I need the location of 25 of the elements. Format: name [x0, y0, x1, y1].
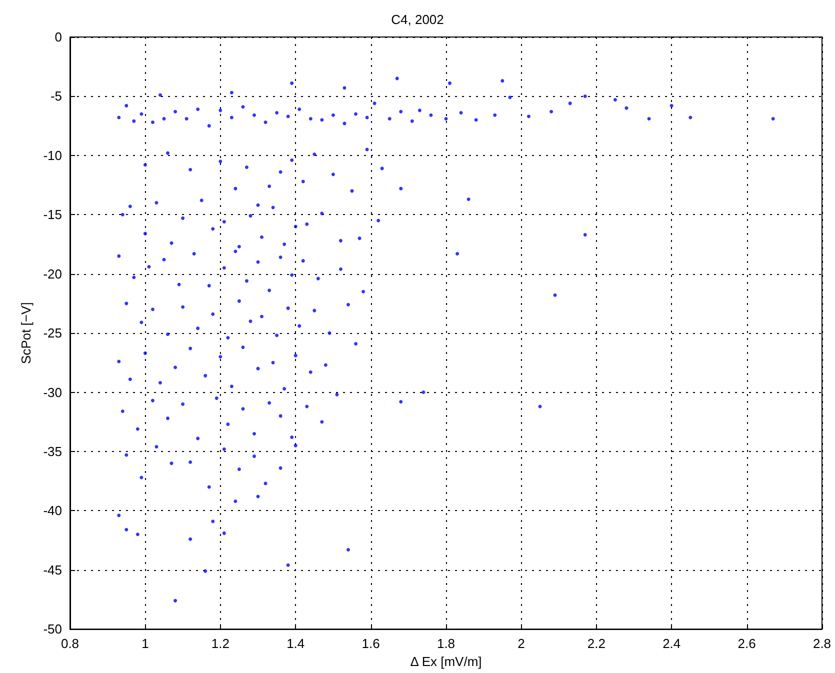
x-tick-label: 1.6: [362, 636, 380, 652]
x-tick-label: 2.4: [662, 636, 681, 652]
y-tick-label: -15: [43, 207, 62, 222]
y-tick-label: -50: [43, 622, 62, 637]
x-tick-label: 1: [142, 636, 149, 652]
y-tick-label: -20: [43, 266, 62, 282]
x-tick-label: 2.2: [587, 636, 606, 652]
y-tick-label: 0: [54, 30, 62, 44]
y-axis-title: ScPot [−V]: [18, 302, 34, 364]
x-tick-label: 1.4: [286, 636, 305, 652]
y-tick-label: -45: [43, 562, 62, 578]
y-tick-label: -10: [43, 148, 62, 163]
y-tick-label: -35: [43, 444, 62, 459]
y-tick-label: -25: [43, 326, 62, 341]
x-tick-label: 0.8: [60, 636, 80, 652]
chart-title: C4, 2002: [391, 12, 444, 27]
x-tick-label: 1.8: [436, 636, 456, 652]
x-tick-label: 2.6: [738, 636, 756, 652]
x-axis-title: Δ Ex [mV/m]: [410, 654, 482, 669]
y-tick-label: -5: [50, 88, 62, 104]
x-tick-label: 2: [518, 636, 525, 652]
y-tick-label: -40: [43, 503, 62, 518]
y-tick-label: -30: [43, 384, 62, 400]
x-tick-label: 1.2: [211, 636, 230, 652]
x-tick-label: 2.8: [812, 636, 832, 652]
